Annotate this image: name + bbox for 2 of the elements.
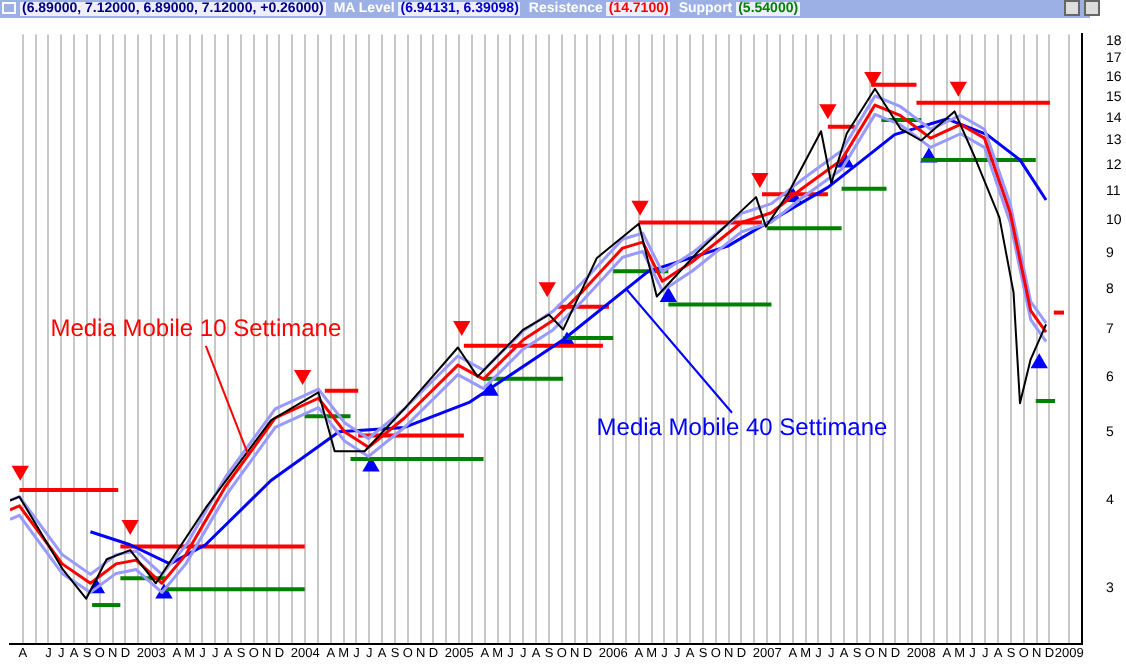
annotation: Media Mobile 40 Settimane (596, 413, 889, 442)
annotation: Media Mobile 10 Settimane (50, 314, 342, 343)
